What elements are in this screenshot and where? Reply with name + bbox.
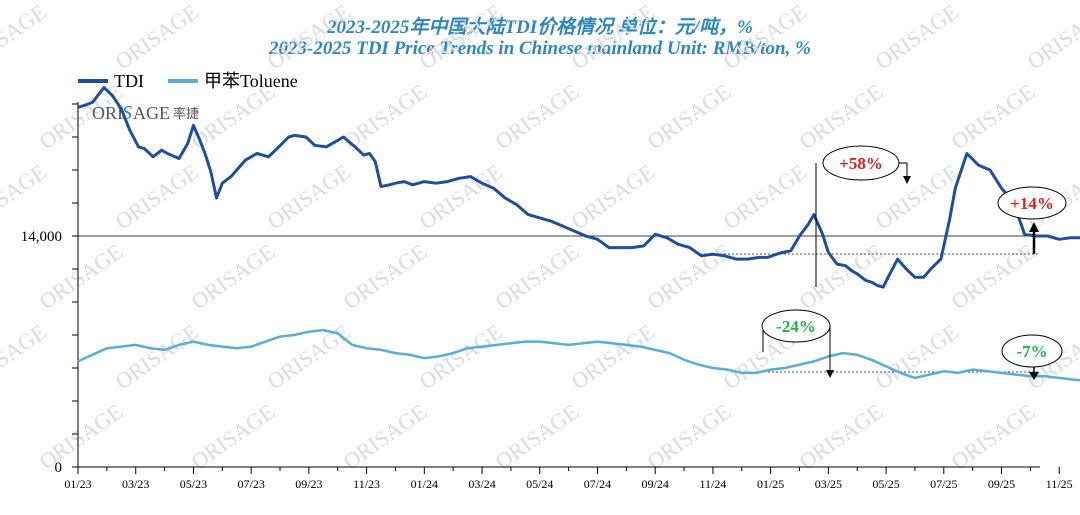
watermark-text: ORISAGE [567, 0, 659, 74]
x-tick-label: 01/23 [64, 477, 91, 491]
watermark-text: ORISAGE [415, 159, 507, 234]
logo-brand-text-2: AGE [133, 103, 170, 123]
x-tick-label: 05/24 [526, 477, 553, 491]
watermark-text: ORISAGE [947, 79, 1039, 154]
watermark-text: ORISAGE [111, 0, 203, 74]
series-line-toluene [77, 328, 1080, 382]
y-tick-label: 0 [55, 460, 63, 476]
watermark-text: ORISAGE [567, 319, 659, 394]
x-tick-label: 09/24 [642, 477, 669, 491]
annotation-24-arrowhead [826, 370, 834, 378]
x-tick-label: 01/24 [411, 477, 438, 491]
logo-cn-text: 率捷 [173, 106, 199, 122]
x-tick-label: 03/25 [815, 477, 842, 491]
annotation-24-ellipse [761, 309, 831, 343]
x-tick-label: 11/23 [353, 477, 380, 491]
watermark-text: ORISAGE [795, 399, 887, 474]
x-tick-label: 03/23 [122, 477, 149, 491]
y-tick-label: 14,000 [21, 229, 62, 245]
annotation-14: +14% [997, 186, 1067, 220]
watermark-text: ORISAGE [339, 399, 431, 474]
annotation-14-text: +14% [1010, 194, 1054, 213]
watermark-text: ORISAGE [491, 79, 583, 154]
x-tick-label: 09/25 [988, 477, 1015, 491]
x-tick-label: 07/23 [237, 477, 264, 491]
x-tick-label: 07/25 [930, 477, 957, 491]
watermark-text: ORISAGE [0, 159, 51, 234]
annotation-58-ellipse [822, 145, 900, 181]
watermark-text: ORISAGE [491, 399, 583, 474]
watermark-text: ORISAGE [111, 159, 203, 234]
watermark-text: ORISAGE [947, 399, 1039, 474]
watermarks: ORISAGE ORISAGE ORISAGE ORISAGE ORISAGE ORISA… [0, 0, 1080, 474]
watermark-text: ORISAGE [871, 0, 963, 74]
watermark-text: ORISAGE [491, 239, 583, 314]
series-line-tdi [77, 86, 1080, 289]
annotation-7: -7% [1001, 334, 1063, 368]
legend-tdi-label: TDI [114, 71, 144, 91]
x-tick-label: 11/25 [1046, 477, 1073, 491]
logo-brand-text: ORI [92, 103, 123, 123]
watermark-text: ORISAGE [263, 0, 355, 74]
watermark-text: ORISAGE [263, 319, 355, 394]
watermark-text: ORISAGE [35, 399, 127, 474]
annotation-7-ellipse [1001, 334, 1063, 368]
watermark-text: ORISAGE [795, 79, 887, 154]
y-ticks: 0 14,000 [21, 103, 78, 476]
annotation-58: +58% [822, 145, 900, 181]
watermark-text: ORISAGE [187, 239, 279, 314]
watermark-text: ORISAGE [1023, 0, 1080, 74]
watermark-text: ORISAGE [35, 239, 127, 314]
watermark-text: ORISAGE [643, 239, 735, 314]
annotation-24-text: -24% [776, 317, 816, 336]
x-tick-label: 05/23 [180, 477, 207, 491]
watermark-text: ORISAGE [187, 399, 279, 474]
x-tick-label: 01/25 [757, 477, 784, 491]
x-tick-label: 07/24 [584, 477, 611, 491]
watermark-text: ORISAGE [719, 0, 811, 74]
annotation-7-text: -7% [1016, 342, 1047, 361]
watermark-text: ORISAGE [111, 319, 203, 394]
annotation-7-arrowhead [1029, 372, 1039, 380]
watermark-text: ORISAGE [263, 159, 355, 234]
watermark-text: ORISAGE [795, 239, 887, 314]
x-tick-label: 09/23 [295, 477, 322, 491]
watermark-text: ORISAGE [643, 399, 735, 474]
origage-logo: ORI S AGE 率捷 [92, 102, 199, 124]
x-ticks: 01/23 03/23 05/23 07/23 09/23 11/23 01/24 03/24… [64, 467, 1073, 491]
x-tick-label: 03/24 [468, 477, 495, 491]
watermark-text: ORISAGE [947, 239, 1039, 314]
annotation-58-text: +58% [839, 154, 883, 173]
watermark-text: ORISAGE [567, 159, 659, 234]
watermark-text: ORISAGE [339, 239, 431, 314]
legend-toluene-label: 甲苯Toluene [204, 71, 298, 91]
chart-title-cn: 2023-2025年中国大陆TDI价格情况 单位：元/吨，% [327, 17, 753, 38]
watermark-text: ORISAGE [0, 319, 51, 394]
x-tick-label: 05/25 [872, 477, 899, 491]
watermark-text: ORISAGE [0, 0, 51, 74]
watermark-text: ORISAGE [643, 79, 735, 154]
annotation-24: -24% [761, 309, 831, 343]
chart-title-en: 2023-2025 TDI Price Trends in Chinese ma… [269, 38, 811, 59]
annotation-58-arrowhead [903, 176, 911, 184]
logo-s-mark: S [122, 102, 132, 124]
watermark-text: ORISAGE [871, 319, 963, 394]
watermark-text: ORISAGE [415, 0, 507, 74]
x-tick-label: 11/24 [699, 477, 726, 491]
watermark-text: ORISAGE [719, 159, 811, 234]
annotation-14-ellipse [997, 186, 1067, 220]
annotation-14-arrowhead [1029, 222, 1039, 232]
